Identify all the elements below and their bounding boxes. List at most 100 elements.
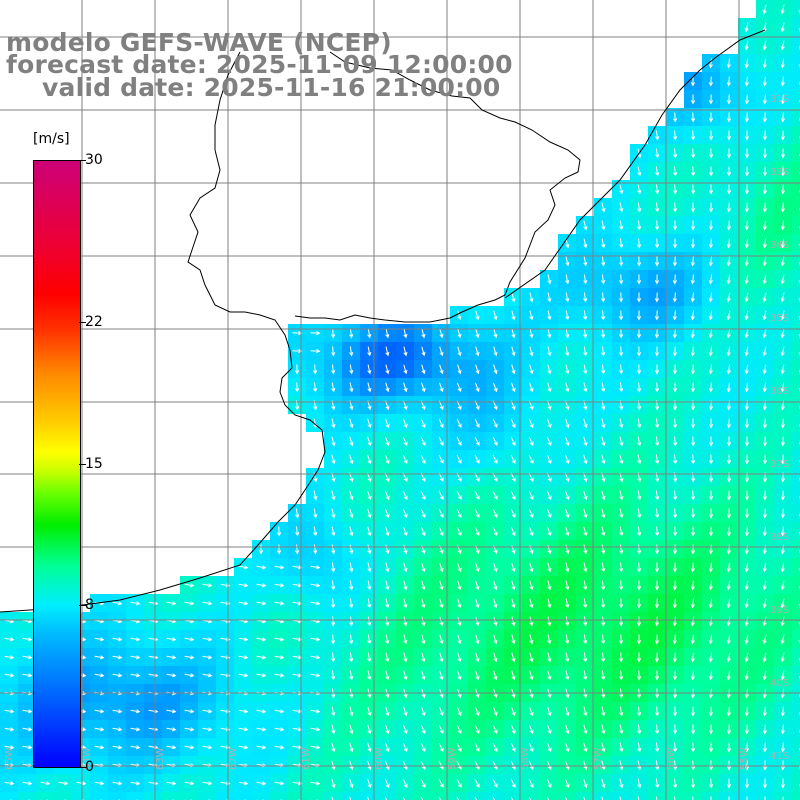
wind-arrow — [744, 760, 750, 771]
wind-arrow — [565, 382, 570, 393]
wind-arrow — [238, 601, 249, 606]
wind-arrow — [313, 508, 318, 519]
wind-arrow — [583, 616, 588, 627]
wind-arrow — [349, 382, 354, 393]
wind-arrow — [331, 760, 336, 771]
wind-speed-cell — [342, 792, 360, 800]
wind-arrow — [762, 778, 768, 789]
wind-arrow — [385, 706, 390, 717]
wind-arrow — [672, 724, 678, 735]
wind-arrow — [565, 436, 570, 447]
wind-arrow — [708, 346, 713, 357]
wind-arrow — [421, 364, 426, 375]
wind-arrow — [274, 637, 285, 642]
wind-arrow — [601, 274, 606, 285]
wind-speed-cell — [270, 792, 288, 800]
wind-arrow — [619, 418, 624, 429]
wind-arrow — [583, 544, 588, 555]
wind-arrow — [690, 616, 695, 627]
wind-arrow — [744, 292, 749, 303]
wind-speed-cell — [252, 792, 270, 800]
wind-arrow — [690, 670, 695, 681]
wind-arrow — [636, 346, 642, 357]
wind-arrow — [130, 673, 141, 678]
wind-arrow — [744, 724, 750, 735]
wind-arrow — [439, 598, 444, 609]
wind-arrow — [202, 601, 213, 606]
wind-arrow — [744, 454, 750, 465]
wind-arrow — [474, 706, 480, 717]
wind-arrow — [601, 256, 606, 267]
lon-label: 55W — [739, 747, 750, 770]
wind-arrow — [475, 670, 480, 681]
wind-arrow — [238, 673, 249, 678]
wind-arrow — [798, 261, 800, 267]
wind-arrow — [492, 544, 498, 555]
lon-label: 62W — [228, 747, 239, 770]
wind-arrow — [456, 526, 462, 537]
wind-arrow — [510, 760, 516, 771]
wind-arrow — [456, 742, 462, 753]
wind-arrow — [762, 166, 768, 177]
wind-arrow — [310, 655, 321, 660]
wind-arrow — [310, 583, 321, 588]
wind-arrow — [583, 598, 588, 609]
wind-speed-cell — [54, 792, 72, 800]
wind-arrow — [780, 202, 786, 213]
wind-arrow — [708, 670, 713, 681]
wind-arrow — [619, 238, 624, 249]
wind-arrow — [726, 220, 732, 231]
wind-arrow — [493, 580, 498, 591]
wind-arrow — [636, 328, 642, 339]
wind-arrow — [22, 709, 33, 714]
wind-arrow — [492, 454, 498, 464]
wind-arrow — [547, 634, 552, 645]
wind-arrow — [493, 346, 498, 357]
wind-arrow — [708, 364, 713, 375]
wind-arrow — [762, 670, 767, 681]
wind-arrow — [546, 796, 550, 800]
wind-arrow — [780, 184, 786, 195]
wind-arrow — [547, 616, 552, 627]
wind-arrow — [349, 346, 354, 357]
wind-arrow — [600, 310, 606, 321]
wind-arrow — [708, 166, 714, 177]
wind-arrow — [331, 580, 336, 591]
wind-arrow — [744, 40, 749, 51]
wind-arrow — [474, 418, 480, 429]
wind-arrow — [438, 724, 444, 735]
wind-arrow — [583, 634, 588, 645]
wind-arrow — [238, 583, 249, 588]
wind-arrow — [294, 382, 300, 393]
wind-arrow — [331, 418, 336, 429]
wind-arrow — [313, 382, 318, 393]
wind-arrow — [672, 742, 678, 753]
wind-arrow — [744, 616, 749, 627]
wind-arrow — [112, 637, 123, 642]
wind-arrow — [384, 454, 390, 465]
colorbar-tick-label: 22 — [85, 313, 103, 330]
wind-arrow — [618, 328, 624, 339]
wind-arrow — [511, 598, 516, 609]
wind-speed-cell — [90, 792, 108, 800]
wind-arrow — [672, 598, 678, 609]
wind-arrow — [384, 796, 388, 800]
wind-arrow — [438, 454, 444, 464]
wind-arrow — [726, 418, 732, 429]
wind-arrow — [22, 673, 33, 678]
wind-arrow — [636, 634, 642, 645]
wind-arrow — [780, 310, 785, 321]
wind-arrow — [367, 616, 372, 627]
wind-arrow — [708, 148, 714, 159]
wind-arrow — [403, 616, 408, 627]
wind-arrow — [94, 709, 105, 714]
wind-arrow — [112, 709, 123, 714]
wind-arrow — [367, 634, 372, 645]
wind-arrow — [565, 616, 570, 627]
wind-arrow — [528, 454, 534, 465]
wind-arrow — [420, 796, 424, 800]
wind-arrow — [726, 526, 732, 537]
wind-arrow — [256, 727, 267, 732]
wind-speed-cell — [738, 792, 756, 800]
wind-arrow — [726, 292, 731, 303]
